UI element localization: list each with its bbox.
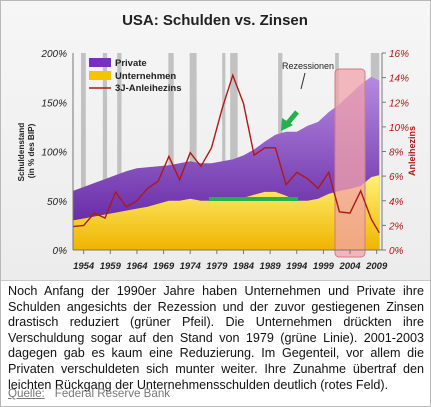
chart-frame: USA: Schulden vs. Zinsen 0% 50% 100% 150% 20… bbox=[1, 1, 430, 281]
series-area-unternehmen bbox=[73, 175, 380, 250]
legend-label-rate: 3J-Anleihezins bbox=[115, 83, 182, 94]
recession-bar bbox=[80, 53, 86, 250]
source-label: Quelle: bbox=[8, 387, 45, 400]
x-tick-label: 1959 bbox=[100, 261, 122, 272]
green-arrow bbox=[281, 110, 299, 131]
chart-title: USA: Schulden vs. Zinsen bbox=[122, 12, 308, 29]
y-axis-right-label: Anleihezins bbox=[407, 126, 417, 176]
x-tick-label: 2009 bbox=[365, 261, 388, 272]
red-field bbox=[334, 68, 366, 258]
x-tick-label: 1969 bbox=[153, 261, 175, 272]
y-left-tick-label: 200% bbox=[40, 49, 67, 60]
series-line-rate bbox=[72, 73, 380, 234]
legend-label-unternehmen: Unternehmen bbox=[115, 71, 176, 82]
x-tick-label: 1964 bbox=[126, 261, 148, 272]
x-tick-label: 1979 bbox=[206, 261, 228, 272]
x-tick-label: 1954 bbox=[73, 261, 95, 272]
recession-bar bbox=[168, 53, 174, 250]
legend-swatch-private bbox=[89, 58, 111, 67]
y-right-tick-label: 14% bbox=[389, 74, 409, 85]
legend-label-private: Private bbox=[115, 58, 147, 69]
x-tick-label: 1974 bbox=[180, 261, 202, 272]
x-tick-label: 1999 bbox=[313, 261, 335, 272]
rezessionen-label: Rezessionen bbox=[282, 61, 334, 71]
legend-swatch-unternehmen bbox=[89, 71, 111, 80]
legend: Private Unternehmen 3J-Anleihezins bbox=[89, 58, 182, 94]
y-right-tick-label: 2% bbox=[388, 221, 404, 232]
recession-bar bbox=[222, 53, 226, 250]
source-text: Federal Reserve Bank bbox=[54, 387, 171, 400]
x-tick-label: 2004 bbox=[338, 261, 361, 272]
y-right-tick-label: 0% bbox=[389, 246, 404, 257]
y-axis-left-label: Schuldenstand (in % des BIP) bbox=[17, 121, 36, 182]
y-right-tick-label: 6% bbox=[389, 172, 404, 183]
source-line: Quelle: Federal Reserve Bank bbox=[8, 387, 170, 400]
y-right-tick-label: 8% bbox=[389, 148, 404, 159]
rezessionen-pointer bbox=[300, 72, 306, 90]
y-right-tick-label: 4% bbox=[389, 197, 404, 208]
y-left-tick-label: 50% bbox=[47, 197, 67, 208]
recession-bar bbox=[117, 53, 122, 250]
x-tick-label: 1994 bbox=[286, 261, 308, 272]
y-left-tick-label: 150% bbox=[41, 98, 67, 109]
y-left-tick-label: 0% bbox=[53, 246, 68, 257]
x-tick-label: 1989 bbox=[260, 261, 282, 272]
y-right-tick-label: 16% bbox=[389, 49, 409, 60]
recession-bar bbox=[189, 53, 197, 250]
y-right-tick-label: 12% bbox=[389, 98, 409, 109]
recession-bar bbox=[230, 53, 238, 250]
y-right-tick-label: 10% bbox=[389, 123, 409, 134]
caption-text: Noch Anfang der 1990er Jahre haben Unter… bbox=[8, 284, 424, 392]
debt-vs-rates-chart: USA: Schulden vs. Zinsen 0% 50% 100% 150% 20… bbox=[17, 12, 417, 272]
x-tick-label: 1984 bbox=[233, 261, 255, 272]
y-left-tick-label: 100% bbox=[41, 148, 67, 159]
recession-bar bbox=[102, 53, 108, 250]
